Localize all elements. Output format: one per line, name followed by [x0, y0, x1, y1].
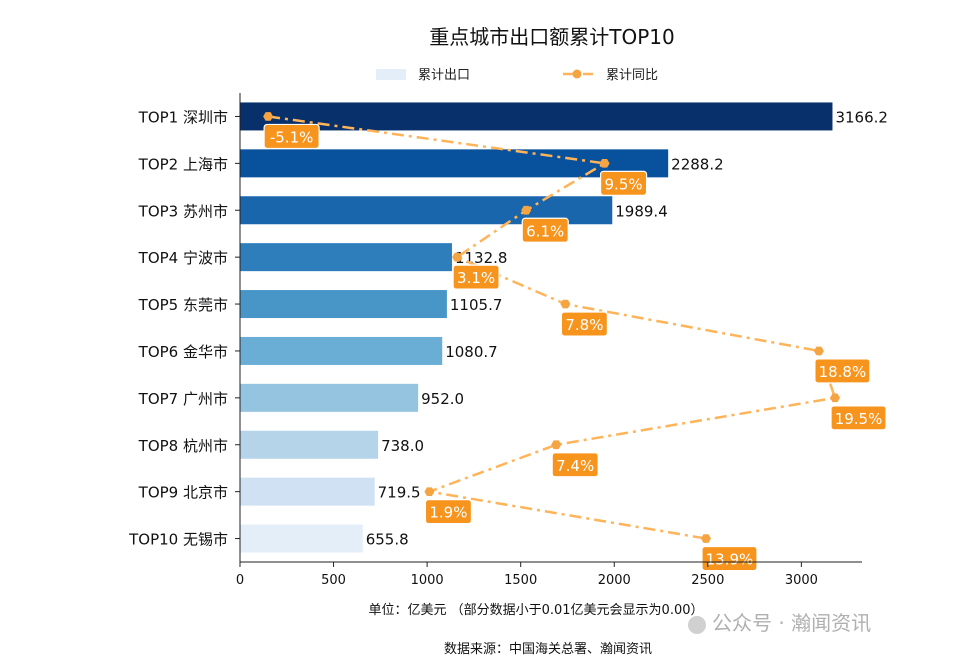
- yoy-label-box: [452, 264, 500, 290]
- yoy-marker: [813, 346, 824, 356]
- yoy-label-box: [263, 123, 320, 150]
- x-axis-label: 单位：亿美元 （部分数据小于0.01亿美元会显示为0.00）: [368, 603, 703, 618]
- yoy-value-label: 7.8%: [565, 316, 603, 334]
- yoy-value-label: 3.1%: [457, 269, 495, 287]
- yoy-label-box: [599, 170, 648, 196]
- y-tick-label: TOP9 北京市: [138, 484, 228, 502]
- y-tick-label: TOP3 苏州市: [138, 202, 228, 220]
- y-tick-label: TOP8 杭州市: [138, 437, 228, 455]
- legend-label-export: 累计出口: [418, 68, 470, 83]
- yoy-marker: [830, 393, 841, 403]
- yoy-label-box: [560, 311, 609, 337]
- watermark-text: 公众号 · 瀚闻资讯: [712, 611, 871, 635]
- yoy-value-label: 6.1%: [526, 222, 564, 240]
- bar: [240, 383, 419, 412]
- bar: [240, 290, 447, 319]
- yoy-value-label: 13.9%: [706, 551, 754, 569]
- yoy-marker: [263, 112, 274, 121]
- x-tick-label: 2000: [598, 573, 631, 588]
- yoy-value-label: -5.1%: [270, 128, 314, 146]
- yoy-value-label: 7.4%: [556, 457, 594, 475]
- chart-title: 重点城市出口额累计TOP10: [429, 25, 674, 49]
- watermark: 公众号 · 瀚闻资讯: [688, 611, 871, 635]
- yoy-value-label: 19.5%: [835, 410, 883, 428]
- yoy-marker: [424, 487, 435, 496]
- y-tick-label: TOP4 宁波市: [138, 249, 228, 267]
- bar-value-label: 1989.4: [615, 202, 668, 220]
- bar: [240, 336, 443, 365]
- bar: [240, 102, 833, 131]
- bar: [240, 477, 375, 506]
- source-note: 数据来源：中国海关总署、瀚闻资讯: [444, 642, 652, 657]
- y-tick-label: TOP6 金华市: [138, 343, 228, 361]
- yoy-label-box: [551, 452, 599, 478]
- yoy-label-box: [521, 217, 569, 243]
- x-tick-label: 0: [236, 573, 244, 588]
- yoy-marker: [551, 440, 562, 450]
- yoy-value-label: 1.9%: [429, 504, 467, 522]
- legend-marker-yoy: [572, 69, 582, 79]
- legend-label-yoy: 累计同比: [606, 68, 658, 83]
- yoy-marker: [599, 159, 610, 168]
- y-tick-label: TOP1 深圳市: [138, 108, 228, 126]
- bar: [240, 524, 363, 553]
- bar-value-label: 1105.7: [450, 296, 503, 314]
- yoy-value-label: 9.5%: [605, 175, 643, 193]
- x-tick-label: 1000: [411, 573, 444, 588]
- legend: 累计出口 累计同比: [376, 68, 658, 83]
- bar-value-label: 738.0: [381, 437, 424, 455]
- x-tick-label: 3000: [785, 573, 818, 588]
- bar-value-label: 2288.2: [671, 155, 724, 173]
- bar-value-label: 655.8: [366, 531, 409, 549]
- yoy-label-box: [424, 499, 473, 525]
- bar: [240, 430, 379, 459]
- bar-value-label: 952.0: [421, 390, 464, 408]
- bar-value-label: 3166.2: [835, 108, 888, 126]
- yoy-label-box: [701, 545, 758, 572]
- y-tick-label: TOP10 无锡市: [128, 531, 228, 549]
- yoy-line: [267, 115, 837, 540]
- y-tick-label: TOP5 东莞市: [138, 296, 228, 314]
- yoy-label-box: [814, 358, 871, 384]
- x-tick-label: 1500: [504, 573, 537, 588]
- wechat-icon: [688, 616, 706, 634]
- yoy-value-label: 18.8%: [819, 363, 867, 381]
- yoy-marker: [452, 252, 463, 262]
- yoy-marker: [521, 205, 532, 215]
- y-tick-label: TOP7 广州市: [138, 390, 228, 408]
- yoy-label-box: [830, 405, 887, 431]
- yoy-marker: [560, 299, 571, 309]
- bar-value-label: 719.5: [378, 484, 421, 502]
- bar-value-label: 1080.7: [445, 343, 498, 361]
- x-tick-label: 2500: [691, 573, 724, 588]
- x-tick-label: 500: [321, 573, 346, 588]
- yoy-marker: [700, 534, 711, 543]
- legend-swatch-export: [376, 69, 406, 80]
- y-tick-label: TOP2 上海市: [138, 155, 228, 173]
- bar: [240, 243, 452, 272]
